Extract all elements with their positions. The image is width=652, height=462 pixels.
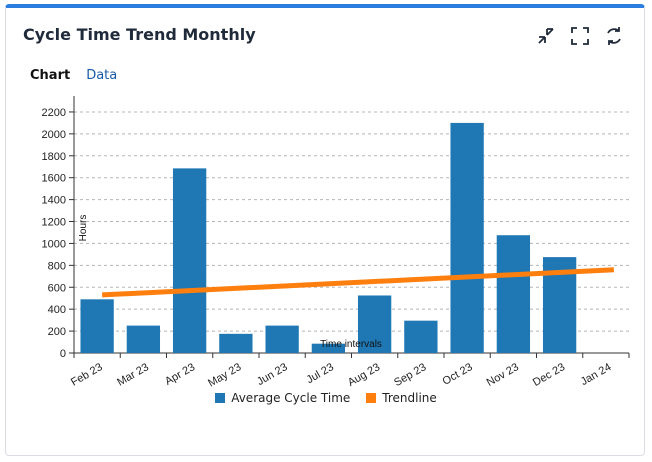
legend-swatch-trend <box>366 393 377 403</box>
y-tick-label: 1600 <box>42 173 66 185</box>
y-axis-label: Hours <box>78 215 89 242</box>
bar <box>450 122 484 353</box>
bar <box>80 299 114 353</box>
bar <box>357 295 392 353</box>
x-tick-label: Apr 23 <box>163 361 197 388</box>
x-axis-label: Time intervals <box>320 339 382 350</box>
bar <box>172 168 207 353</box>
y-tick-label: 600 <box>48 282 66 294</box>
bar <box>265 325 299 353</box>
x-tick-label: Jul 23 <box>304 361 335 386</box>
y-tick-label: 200 <box>48 326 66 338</box>
view-tabs: Chart Data <box>30 68 117 83</box>
legend-label-bar: Average Cycle Time <box>231 391 351 405</box>
y-tick-label: 400 <box>48 304 66 316</box>
x-tick-label: Mar 23 <box>115 361 151 388</box>
legend-item-trendline[interactable]: Trendline <box>366 391 437 405</box>
x-tick-label: Jun 23 <box>255 361 290 388</box>
bar <box>126 325 161 353</box>
chart-legend: Average Cycle Time Trendline <box>6 391 646 405</box>
fullscreen-icon[interactable] <box>570 26 590 46</box>
legend-swatch-bar <box>215 393 226 403</box>
cycle-time-chart: 0 200 400 600 800 1000 1200 1400 1600 1800 2000 220… <box>42 96 630 388</box>
x-tick-label: Feb 23 <box>69 361 105 388</box>
y-tick-label: 1800 <box>42 151 66 163</box>
x-tick-label: Oct 23 <box>441 361 475 388</box>
x-tick-label: Jan 24 <box>579 361 614 388</box>
tab-chart[interactable]: Chart <box>30 68 71 83</box>
legend-label-trend: Trendline <box>382 391 437 405</box>
bar <box>219 333 253 353</box>
card-toolbar <box>536 26 624 46</box>
tab-data[interactable]: Data <box>86 68 118 83</box>
collapse-icon[interactable] <box>536 26 556 46</box>
card-title: Cycle Time Trend Monthly <box>23 25 256 44</box>
x-tick-label: Dec 23 <box>531 361 567 388</box>
x-tick-label: May 23 <box>206 361 243 388</box>
legend-item-average-cycle-time[interactable]: Average Cycle Time <box>215 391 350 405</box>
y-tick-label: 0 <box>60 348 66 360</box>
x-tick-label: Aug 23 <box>346 361 382 388</box>
y-tick-label: 800 <box>48 260 66 272</box>
refresh-icon[interactable] <box>604 26 624 46</box>
y-tick-label: 1400 <box>42 195 66 207</box>
y-tick-label: 2200 <box>42 107 66 119</box>
bar <box>311 343 346 353</box>
x-tick-label: Sep 23 <box>392 361 428 388</box>
y-tick-label: 1000 <box>42 238 66 250</box>
bar <box>404 320 438 353</box>
trendline <box>102 267 614 298</box>
y-tick-label: 1200 <box>42 217 66 229</box>
y-tick-label: 2000 <box>42 129 66 141</box>
x-tick-label: Nov 23 <box>485 361 521 388</box>
bar <box>496 235 531 353</box>
chart-card: Cycle Time Trend Monthly Chart Data 0 200… <box>5 4 645 456</box>
